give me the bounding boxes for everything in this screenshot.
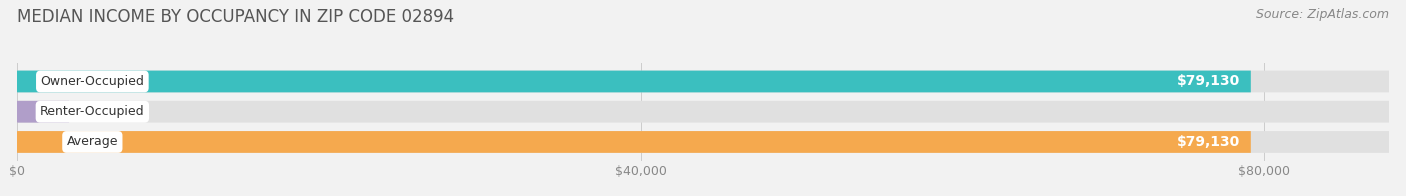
Text: $79,130: $79,130 xyxy=(1177,74,1240,88)
FancyBboxPatch shape xyxy=(17,71,1251,92)
Text: Average: Average xyxy=(66,135,118,148)
FancyBboxPatch shape xyxy=(17,71,1389,92)
FancyBboxPatch shape xyxy=(17,101,69,123)
FancyBboxPatch shape xyxy=(17,101,1389,123)
Text: $0: $0 xyxy=(86,105,105,119)
Text: $79,130: $79,130 xyxy=(1177,135,1240,149)
Text: MEDIAN INCOME BY OCCUPANCY IN ZIP CODE 02894: MEDIAN INCOME BY OCCUPANCY IN ZIP CODE 0… xyxy=(17,8,454,26)
Text: Owner-Occupied: Owner-Occupied xyxy=(41,75,145,88)
Text: Source: ZipAtlas.com: Source: ZipAtlas.com xyxy=(1256,8,1389,21)
FancyBboxPatch shape xyxy=(17,131,1389,153)
Text: Renter-Occupied: Renter-Occupied xyxy=(39,105,145,118)
FancyBboxPatch shape xyxy=(17,131,1251,153)
